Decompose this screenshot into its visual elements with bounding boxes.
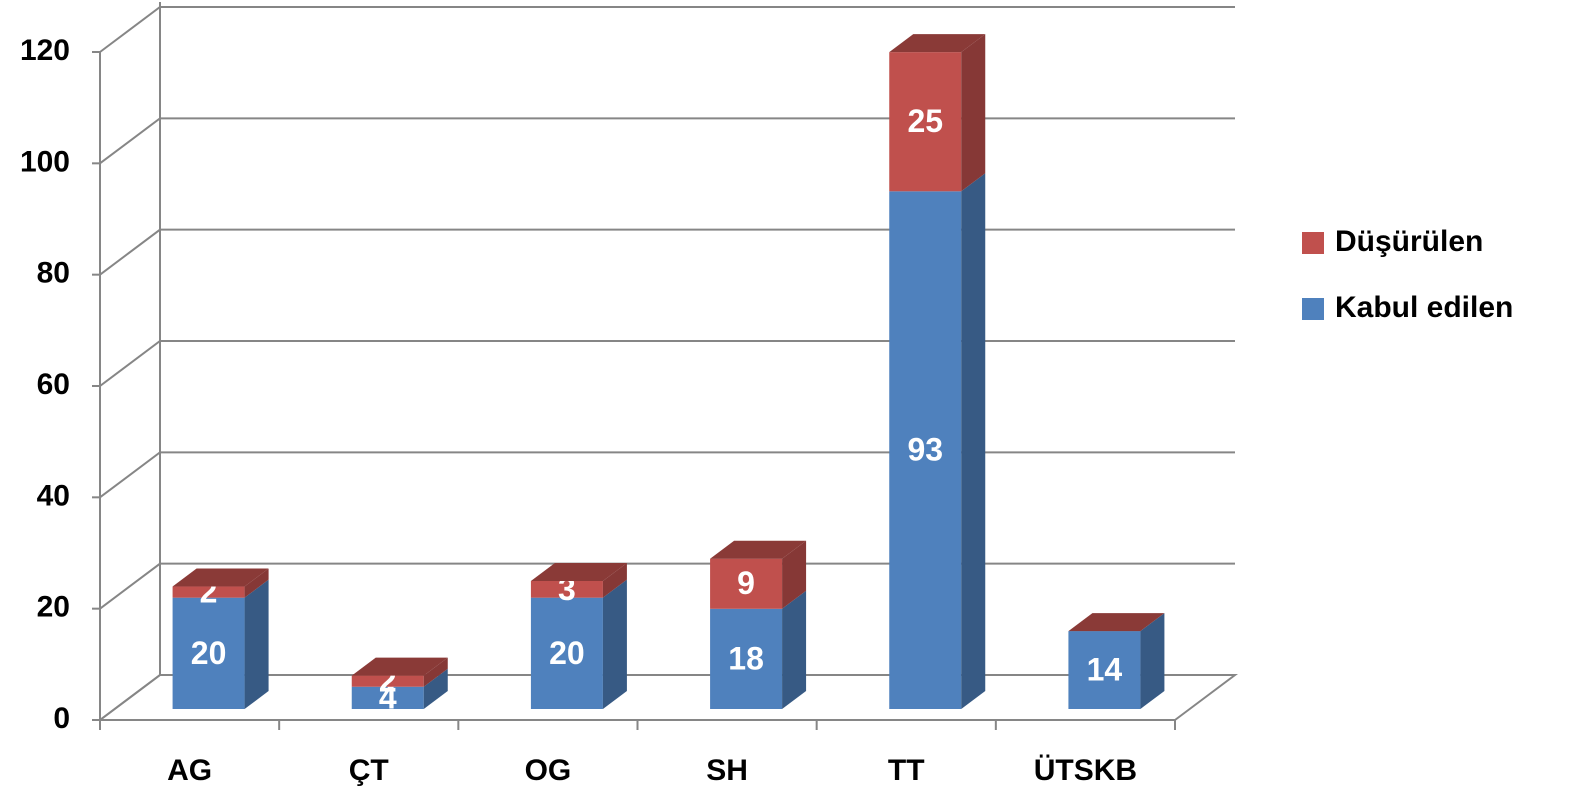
legend-label: Düşürülen (1335, 225, 1483, 258)
y-tick-label: 0 (53, 702, 70, 735)
bar (889, 52, 962, 192)
back-wall-edge (99, 2, 161, 721)
bar-side (782, 540, 807, 609)
grid-line (99, 674, 1235, 721)
x-tick-label: OG (525, 754, 572, 787)
bar (351, 675, 424, 687)
bar-top (889, 34, 986, 53)
x-tick-label: AG (167, 754, 212, 787)
bar-top (172, 568, 269, 587)
bar-side (782, 590, 807, 709)
bar-side (244, 579, 269, 709)
bar (172, 597, 245, 709)
bar-side (423, 657, 448, 687)
bar (889, 191, 962, 710)
bar (351, 686, 424, 709)
data-label: 9 (737, 565, 755, 601)
bar-top (1068, 613, 1165, 632)
data-label: 14 (1087, 651, 1123, 687)
legend-swatch (1302, 232, 1324, 254)
grid-line (99, 340, 1235, 387)
bar-top (530, 562, 627, 581)
bar-side (602, 579, 627, 709)
x-tick-label: TT (888, 754, 925, 787)
data-label: 25 (907, 103, 943, 139)
grid-line (99, 6, 1235, 53)
data-label: 4 (379, 679, 397, 715)
bar-top (710, 540, 807, 559)
bar (710, 608, 783, 709)
grid-line (99, 451, 1235, 499)
y-tick-label: 20 (37, 591, 70, 624)
x-tick-label: ÇT (349, 754, 389, 787)
bar-side (244, 568, 269, 598)
bar (530, 580, 603, 598)
data-label: 18 (728, 640, 764, 676)
bar-side (961, 34, 986, 192)
legend-swatch (1302, 298, 1324, 320)
x-tick-label: SH (706, 754, 748, 787)
y-tick-label: 80 (37, 257, 70, 290)
y-tick-label: 120 (20, 34, 70, 67)
y-tick-label: 40 (37, 479, 70, 512)
grid-line (99, 117, 1235, 165)
bar (1068, 631, 1141, 709)
bar (530, 597, 603, 709)
bar (710, 558, 783, 609)
grid-line (99, 228, 1235, 276)
bar (172, 586, 245, 598)
data-label: 20 (191, 635, 227, 671)
legend-label: Kabul edilen (1335, 291, 1513, 324)
bar-top (351, 657, 448, 676)
y-tick-label: 100 (20, 145, 70, 178)
data-label: 93 (907, 432, 943, 468)
bar-side (423, 668, 448, 709)
y-tick-label: 60 (37, 368, 70, 401)
bar-side (961, 173, 986, 710)
bar-side (1140, 613, 1165, 709)
x-tick-label: ÜTSKB (1034, 754, 1137, 787)
bar-side (602, 562, 627, 598)
data-label: 20 (549, 635, 585, 671)
grid-line (99, 562, 1235, 610)
